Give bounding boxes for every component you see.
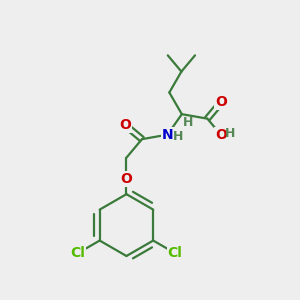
Text: H: H xyxy=(183,116,194,129)
Text: Cl: Cl xyxy=(70,246,86,260)
Text: O: O xyxy=(121,172,132,186)
Text: O: O xyxy=(119,118,131,132)
Text: H: H xyxy=(225,127,236,140)
Text: N: N xyxy=(162,128,173,142)
Text: H: H xyxy=(172,130,183,142)
Text: O: O xyxy=(215,128,227,142)
Text: Cl: Cl xyxy=(167,246,182,260)
Text: O: O xyxy=(215,95,227,110)
